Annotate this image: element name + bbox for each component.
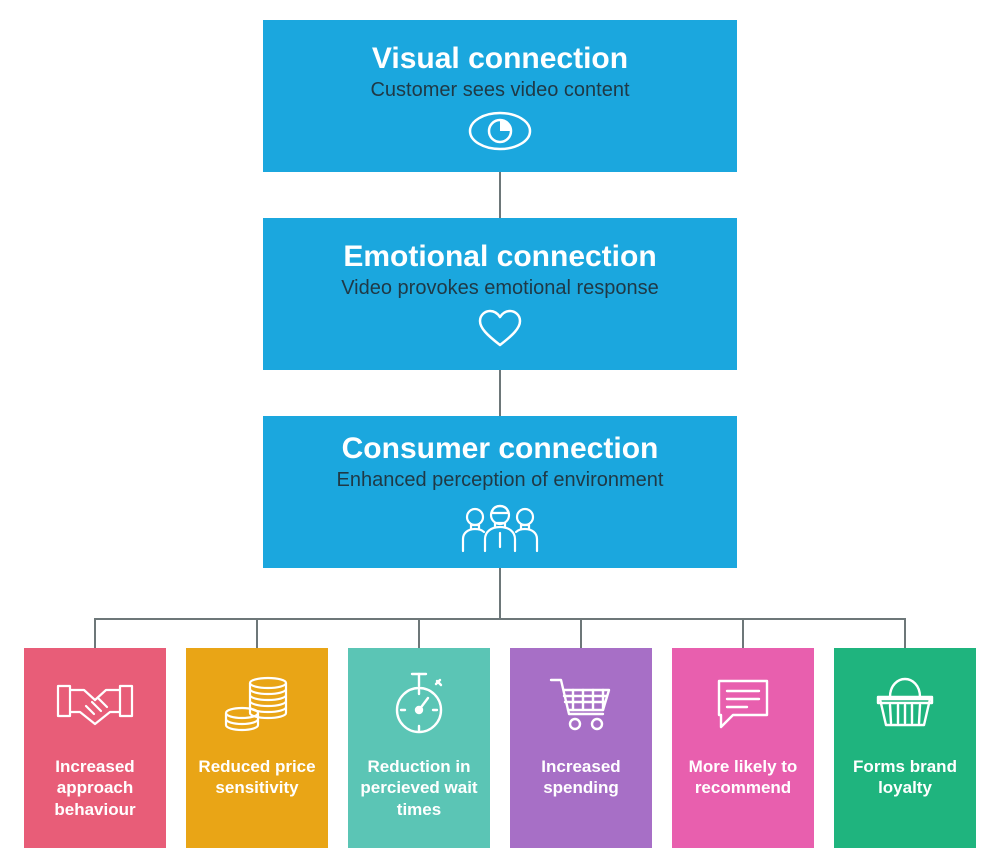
connector-2 bbox=[499, 370, 501, 416]
outcome-approach: Increased approach behaviour bbox=[24, 648, 166, 848]
basket-icon bbox=[874, 668, 936, 738]
outcome-recommend-label: More likely to recommend bbox=[678, 756, 808, 799]
drop-1 bbox=[94, 618, 96, 648]
people-icon bbox=[457, 501, 543, 553]
outcome-spending-label: Increased spending bbox=[516, 756, 646, 799]
outcome-loyalty-label: Forms brand loyalty bbox=[840, 756, 970, 799]
outcome-wait-label: Reduction in percieved wait times bbox=[354, 756, 484, 820]
outcome-price-label: Reduced price sensitivity bbox=[192, 756, 322, 799]
stage-consumer-subtitle: Enhanced perception of environment bbox=[337, 469, 664, 491]
connector-3 bbox=[499, 568, 501, 618]
eye-icon bbox=[468, 111, 532, 151]
drop-2 bbox=[256, 618, 258, 648]
outcome-price: Reduced price sensitivity bbox=[186, 648, 328, 848]
stage-emotional-subtitle: Video provokes emotional response bbox=[341, 277, 659, 299]
outcome-spending: Increased spending bbox=[510, 648, 652, 848]
handshake-icon bbox=[56, 668, 134, 738]
drop-5 bbox=[742, 618, 744, 648]
stage-visual: Visual connection Customer sees video co… bbox=[263, 20, 737, 172]
stage-consumer: Consumer connection Enhanced perception … bbox=[263, 416, 737, 568]
stopwatch-icon bbox=[390, 668, 448, 738]
outcome-recommend: More likely to recommend bbox=[672, 648, 814, 848]
stage-visual-subtitle: Customer sees video content bbox=[370, 79, 629, 101]
stage-emotional-title: Emotional connection bbox=[343, 241, 656, 273]
heart-icon bbox=[477, 309, 523, 349]
stage-consumer-title: Consumer connection bbox=[342, 433, 659, 465]
connector-1 bbox=[499, 172, 501, 218]
stage-emotional: Emotional connection Video provokes emot… bbox=[263, 218, 737, 370]
cart-icon bbox=[547, 668, 615, 738]
drop-3 bbox=[418, 618, 420, 648]
outcome-approach-label: Increased approach behaviour bbox=[30, 756, 160, 820]
chat-icon bbox=[713, 668, 773, 738]
outcome-loyalty: Forms brand loyalty bbox=[834, 648, 976, 848]
stage-visual-title: Visual connection bbox=[372, 43, 628, 75]
coins-icon bbox=[222, 668, 292, 738]
drop-4 bbox=[580, 618, 582, 648]
drop-6 bbox=[904, 618, 906, 648]
branch-bar bbox=[94, 618, 906, 620]
outcome-wait: Reduction in percieved wait times bbox=[348, 648, 490, 848]
